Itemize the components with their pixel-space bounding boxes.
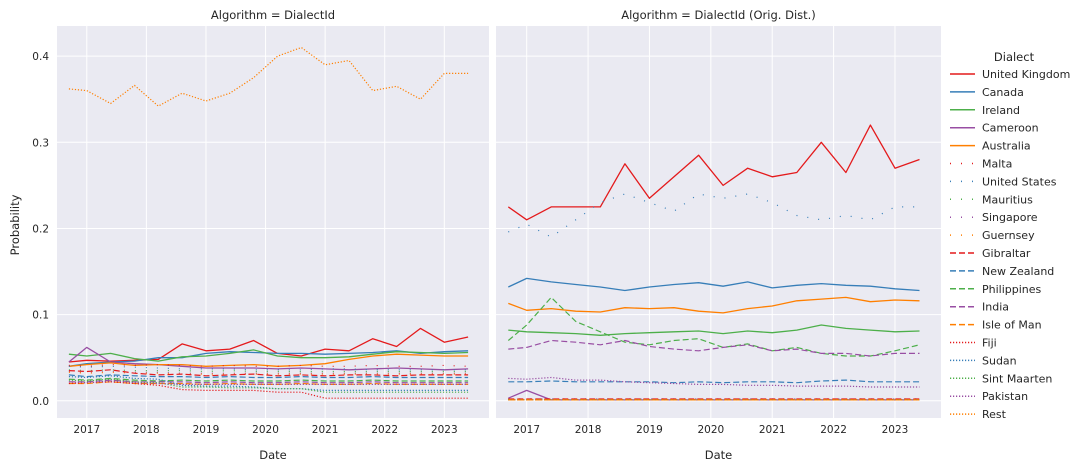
- x-tick-label: 2019: [636, 424, 663, 436]
- panel-title: Algorithm = DialectId: [211, 8, 335, 22]
- series-line-india: [508, 339, 920, 357]
- x-tick-label: 2022: [371, 424, 398, 436]
- series-line-ireland: [68, 349, 469, 362]
- panel-dialectid: 2017 2018 2019 2020 2021 2022 2023 0.0 0.1 0.2 0.3…: [32, 8, 489, 462]
- y-tick-label: 0.3: [32, 137, 49, 149]
- x-tick-label: 2020: [697, 424, 724, 436]
- legend-entry: United Kingdom: [982, 68, 1070, 81]
- plot-background: [496, 26, 941, 418]
- legend-entry: Philippines: [982, 283, 1042, 296]
- y-tick-label: 0.0: [32, 396, 49, 408]
- y-tick-label: 0.2: [32, 223, 49, 235]
- series-line-canada: [508, 277, 920, 292]
- series-line-fiji: [68, 381, 469, 399]
- series-line-united-kingdom: [68, 327, 469, 363]
- x-tick-label: 2017: [73, 424, 100, 436]
- legend-entry: New Zealand: [982, 265, 1054, 278]
- legend-entry: Gibraltar: [982, 247, 1031, 260]
- x-axis-label: Date: [705, 448, 733, 462]
- legend-entry: Australia: [982, 140, 1031, 153]
- legend-entry: Pakistan: [982, 390, 1028, 403]
- legend-entry: Cameroon: [982, 122, 1039, 135]
- legend-entry: Sint Maarten: [982, 372, 1052, 385]
- legend-entry: Rest: [982, 408, 1007, 421]
- panel-title: Algorithm = DialectId (Orig. Dist.): [621, 8, 816, 22]
- legend-entry: Mauritius: [982, 193, 1033, 206]
- panel-dialectid-orig-dist: 2017 2018 2019 2020 2021 2022 2023 Algorithm = …: [496, 8, 941, 462]
- y-tick-label: 0.1: [32, 310, 49, 322]
- legend-entry: Fiji: [982, 337, 997, 350]
- x-tick-label: 2022: [820, 424, 847, 436]
- legend-entry: Isle of Man: [982, 319, 1042, 332]
- x-tick-label: 2019: [193, 424, 220, 436]
- legend-entry: Guernsey: [982, 229, 1035, 242]
- series-line-australia: [68, 353, 469, 367]
- legend-entry: Sudan: [982, 354, 1017, 367]
- series-line-pakistan: [508, 376, 920, 388]
- x-tick-label: 2021: [312, 424, 339, 436]
- series-line-new-zealand: [508, 379, 920, 384]
- legend-entry: Ireland: [982, 104, 1020, 117]
- y-tick-label: 0.4: [32, 51, 49, 63]
- x-tick-label: 2018: [133, 424, 160, 436]
- series-line-australia: [508, 296, 920, 314]
- series-line-united-kingdom: [507, 124, 920, 221]
- legend-entry: Singapore: [982, 211, 1038, 224]
- legend-entry: Canada: [982, 86, 1024, 99]
- x-tick-label: 2018: [575, 424, 602, 436]
- x-tick-label: 2023: [431, 424, 458, 436]
- legend-title: Dialect: [994, 50, 1035, 64]
- legend-entry: United States: [982, 175, 1057, 188]
- series-line-rest: [68, 46, 469, 107]
- x-tick-label: 2023: [882, 424, 909, 436]
- x-axis-label: Date: [259, 448, 287, 462]
- y-axis-label: Probability: [8, 194, 22, 255]
- legend-entry: Malta: [982, 158, 1012, 171]
- legend: Dialect United Kingdom Canada Ireland Camer…: [950, 50, 1070, 421]
- series-line-ireland: [508, 324, 920, 336]
- x-tick-label: 2017: [513, 424, 540, 436]
- plot-background: [57, 26, 489, 418]
- series-line-philippines: [507, 296, 920, 357]
- x-tick-label: 2020: [252, 424, 279, 436]
- legend-entry: India: [982, 301, 1009, 314]
- series-line-cameroon: [68, 346, 469, 371]
- x-tick-label: 2021: [759, 424, 786, 436]
